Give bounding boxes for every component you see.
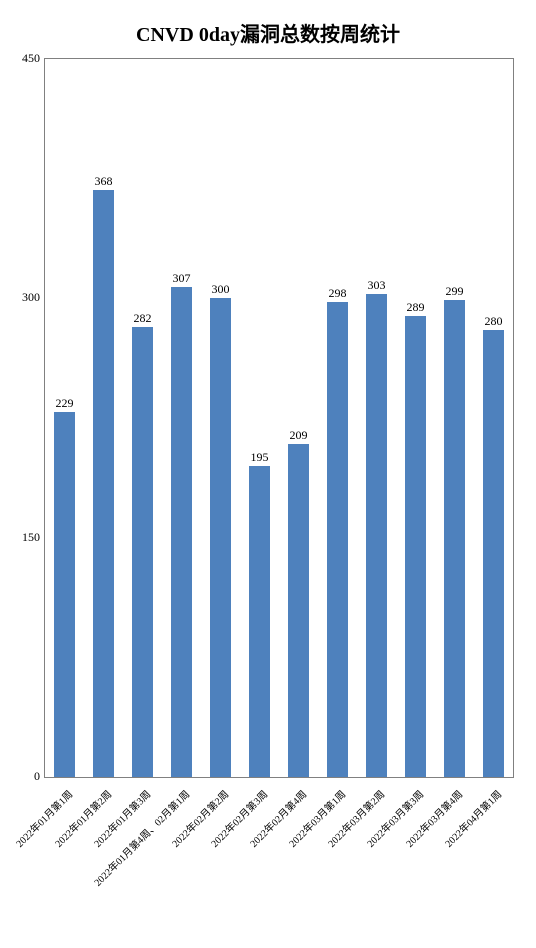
y-tick-label: 450 [0,51,40,66]
bar-value-label: 303 [368,278,386,293]
bar [366,294,386,777]
bar-value-label: 289 [407,300,425,315]
bar [249,466,269,777]
bar [444,300,464,777]
bar [483,330,503,777]
chart-container: CNVD 0day漏洞总数按周统计 01503004502292022年01月第… [0,0,536,948]
bar [54,412,74,777]
bar [132,327,152,777]
y-tick-label: 0 [0,769,40,784]
bar [171,287,191,777]
bar [288,444,308,777]
bar-value-label: 300 [212,282,230,297]
bar-value-label: 195 [251,450,269,465]
bar-value-label: 368 [95,174,113,189]
bar [327,302,347,777]
bar [405,316,425,777]
y-tick-label: 150 [0,530,40,545]
bar [210,298,230,777]
bar-value-label: 280 [485,314,503,329]
bar-value-label: 307 [173,271,191,286]
y-tick-label: 300 [0,290,40,305]
bar-value-label: 209 [290,428,308,443]
bar-value-label: 299 [446,284,464,299]
chart-title: CNVD 0day漏洞总数按周统计 [0,18,536,47]
bar-value-label: 282 [134,311,152,326]
bar-value-label: 229 [56,396,74,411]
bar-value-label: 298 [329,286,347,301]
bar [93,190,113,777]
